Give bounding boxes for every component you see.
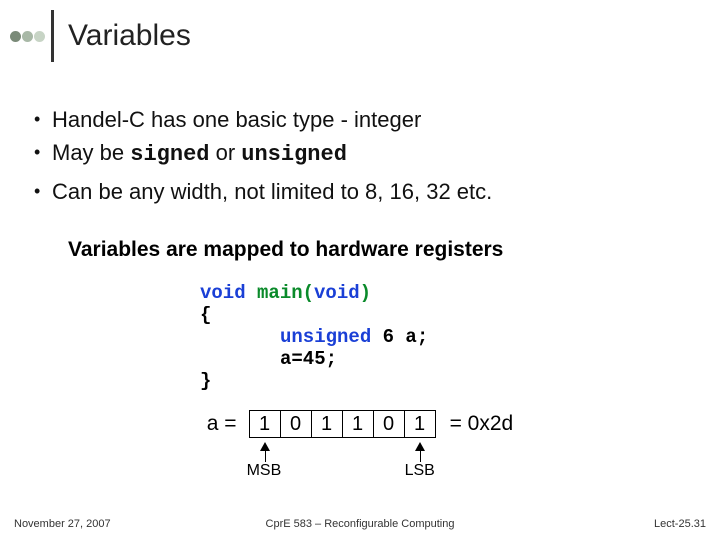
slide-title: Variables bbox=[68, 19, 191, 53]
bit-row: a = 101101 = 0x2d bbox=[0, 410, 720, 438]
bullet-text: Handel-C has one basic type - integer bbox=[52, 106, 700, 133]
title-row: Variables bbox=[10, 10, 191, 62]
footer-center: CprE 583 – Reconfigurable Computing bbox=[0, 518, 720, 530]
arrow-stem bbox=[420, 450, 421, 462]
bullet-list: • Handel-C has one basic type - integer … bbox=[34, 106, 700, 211]
bit-cell: 0 bbox=[280, 410, 312, 438]
bullet-text: Can be any width, not limited to 8, 16, … bbox=[52, 178, 700, 205]
bit-grid: 101101 bbox=[249, 410, 436, 438]
subheading: Variables are mapped to hardware registe… bbox=[68, 238, 680, 262]
bit-cell: 1 bbox=[249, 410, 281, 438]
title-dots bbox=[10, 31, 45, 42]
msb-label: MSB bbox=[247, 462, 282, 480]
bit-cell: 1 bbox=[311, 410, 343, 438]
var-label: a = bbox=[207, 412, 237, 436]
title-bar bbox=[51, 10, 54, 62]
bullet-marker: • bbox=[34, 178, 52, 204]
code-line: { bbox=[200, 304, 428, 326]
code-line: unsigned 6 a; bbox=[200, 326, 428, 348]
hex-value: = 0x2d bbox=[450, 412, 514, 436]
bullet-marker: • bbox=[34, 139, 52, 165]
bullet-item: • Can be any width, not limited to 8, 16… bbox=[34, 178, 700, 205]
bit-cell: 0 bbox=[373, 410, 405, 438]
bullet-item: • Handel-C has one basic type - integer bbox=[34, 106, 700, 133]
code-line: } bbox=[200, 370, 428, 392]
arrow-stem bbox=[265, 450, 266, 462]
dot-icon bbox=[10, 31, 21, 42]
bullet-text: May be signed or unsigned bbox=[52, 139, 700, 168]
lsb-label: LSB bbox=[405, 462, 435, 480]
bullet-item: • May be signed or unsigned bbox=[34, 139, 700, 168]
code-block: void main(void) { unsigned 6 a; a=45; } bbox=[200, 282, 428, 392]
bullet-marker: • bbox=[34, 106, 52, 132]
dot-icon bbox=[22, 31, 33, 42]
footer-right: Lect-25.31 bbox=[654, 518, 706, 530]
dot-icon bbox=[34, 31, 45, 42]
code-line: a=45; bbox=[200, 348, 428, 370]
bit-cell: 1 bbox=[404, 410, 436, 438]
code-line: void main(void) bbox=[200, 282, 428, 304]
bit-cell: 1 bbox=[342, 410, 374, 438]
